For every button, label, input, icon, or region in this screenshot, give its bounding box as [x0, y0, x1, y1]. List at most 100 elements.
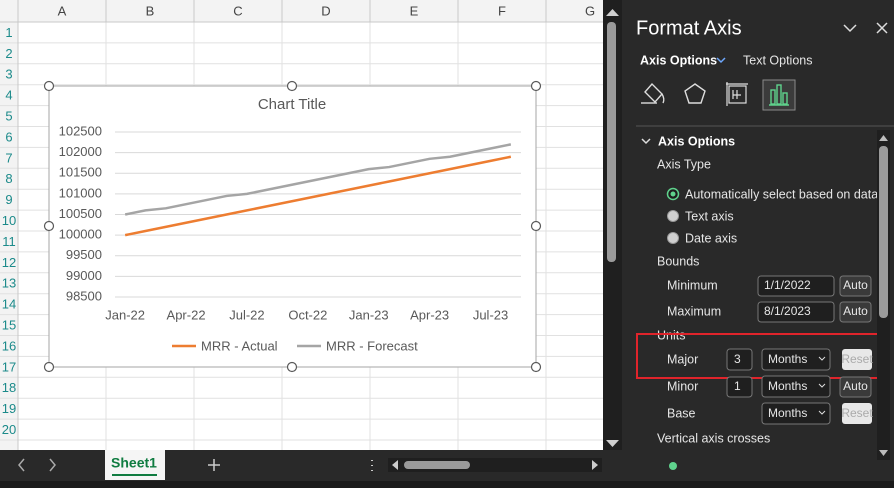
row-header[interactable]: 17: [2, 359, 16, 374]
resize-handle[interactable]: [530, 80, 542, 92]
series-line: [124, 155, 512, 237]
pane-scroll-down[interactable]: [879, 450, 888, 456]
minor-auto-button[interactable]: [839, 376, 872, 398]
radio-label[interactable]: Automatically select based on data: [685, 187, 878, 201]
row-header[interactable]: 9: [5, 192, 12, 207]
scroll-up[interactable]: [606, 9, 619, 16]
radio-label[interactable]: Date axis: [685, 231, 737, 245]
tab-dropdown[interactable]: [716, 57, 726, 64]
minimum-input[interactable]: [757, 275, 835, 297]
chart[interactable]: Chart Title 98500 99000 99500 100000 100500 10…: [43, 80, 542, 373]
maximum-input[interactable]: [757, 301, 835, 323]
minor-unit[interactable]: Months: [768, 379, 807, 393]
radio[interactable]: [667, 210, 679, 222]
minor-unit-dropdown[interactable]: [761, 375, 831, 398]
major-unit-dropdown[interactable]: [761, 348, 831, 371]
minimum-auto-button[interactable]: [839, 275, 872, 297]
effects-icon[interactable]: [684, 83, 706, 104]
sheet-tab-label[interactable]: Sheet1: [111, 455, 157, 471]
resize-handle[interactable]: [43, 361, 55, 373]
row-header[interactable]: 5: [5, 108, 12, 123]
fill-line-icon[interactable]: [641, 82, 665, 104]
resize-handle[interactable]: [530, 220, 542, 232]
axis-type-label: Axis Type: [657, 157, 711, 171]
tab-text-options[interactable]: Text Options: [743, 53, 812, 67]
section-title[interactable]: Axis Options: [658, 134, 735, 148]
row-header[interactable]: 11: [2, 234, 16, 249]
y-tick-label: 98500: [66, 288, 102, 303]
prev-sheet[interactable]: [18, 458, 25, 472]
column-header[interactable]: G: [585, 3, 595, 18]
minimum-value[interactable]: 1/1/2022: [764, 278, 811, 292]
radio-label[interactable]: Text axis: [685, 209, 734, 223]
base-unit[interactable]: Months: [768, 406, 807, 420]
y-tick-label: 102500: [59, 123, 102, 138]
row-header[interactable]: 6: [5, 129, 12, 144]
scroll-left[interactable]: [392, 460, 398, 470]
major-value[interactable]: 3: [734, 352, 741, 366]
row-header[interactable]: 14: [2, 297, 16, 312]
row-header[interactable]: 19: [2, 401, 16, 416]
h-scroll-thumb[interactable]: [404, 461, 470, 469]
column-header[interactable]: D: [321, 3, 330, 18]
radio[interactable]: [667, 232, 679, 244]
section-collapse[interactable]: [641, 138, 651, 145]
button-label[interactable]: Reset: [841, 352, 873, 366]
pane-options[interactable]: [843, 24, 857, 33]
column-header[interactable]: C: [233, 3, 242, 18]
row-header[interactable]: 2: [5, 46, 12, 61]
button-label[interactable]: Auto: [843, 304, 868, 318]
radio-partial[interactable]: [669, 462, 677, 470]
minor-value[interactable]: 1: [734, 379, 741, 393]
series-line: [124, 143, 512, 216]
base-reset-button[interactable]: [842, 403, 872, 424]
column-header[interactable]: F: [498, 3, 506, 18]
major-unit[interactable]: Months: [768, 352, 807, 366]
row-header[interactable]: 16: [2, 338, 16, 353]
major-reset-button[interactable]: [842, 349, 872, 370]
resize-handle[interactable]: [286, 361, 298, 373]
pane-scroll-up[interactable]: [879, 135, 888, 141]
pane-close[interactable]: [876, 22, 888, 34]
scroll-down[interactable]: [606, 440, 619, 447]
tab-axis-options[interactable]: Axis Options: [640, 53, 717, 67]
x-tick-label: Oct-22: [288, 307, 327, 322]
scroll-thumb[interactable]: [607, 22, 616, 262]
column-header[interactable]: E: [410, 3, 419, 18]
row-header[interactable]: 18: [2, 380, 16, 395]
maximum-value[interactable]: 8/1/2023: [764, 304, 811, 318]
size-properties-icon[interactable]: [726, 82, 748, 106]
pane-scroll-thumb[interactable]: [879, 146, 888, 318]
x-tick-label: Jul-23: [473, 307, 508, 322]
resize-handle[interactable]: [43, 220, 55, 232]
minor-input[interactable]: [726, 376, 753, 398]
resize-handle[interactable]: [530, 361, 542, 373]
row-header[interactable]: 4: [5, 88, 12, 103]
y-tick-label: 102000: [59, 144, 102, 159]
scroll-right[interactable]: [592, 460, 598, 470]
base-unit-dropdown[interactable]: [761, 402, 831, 425]
row-header[interactable]: 7: [5, 150, 12, 165]
button-label[interactable]: Auto: [843, 278, 868, 292]
row-header[interactable]: 3: [5, 67, 12, 82]
row-header[interactable]: 20: [2, 422, 16, 437]
row-header[interactable]: 10: [2, 213, 16, 228]
row-header[interactable]: 12: [2, 255, 16, 270]
column-header[interactable]: B: [146, 3, 155, 18]
row-header[interactable]: 13: [2, 276, 16, 291]
row-header[interactable]: 8: [5, 171, 12, 186]
row-header[interactable]: 1: [5, 25, 12, 40]
major-input[interactable]: [726, 348, 753, 371]
maximum-auto-button[interactable]: [839, 301, 872, 323]
resize-handle[interactable]: [286, 80, 298, 92]
dropdown-arrow: [818, 410, 826, 415]
button-label[interactable]: Auto: [843, 379, 868, 393]
chart-title[interactable]: Chart Title: [258, 96, 326, 113]
chart-frame[interactable]: [48, 85, 537, 368]
button-label[interactable]: Reset: [841, 406, 873, 420]
resize-handle[interactable]: [43, 80, 55, 92]
add-sheet[interactable]: [208, 459, 220, 471]
row-header[interactable]: 15: [2, 317, 16, 332]
next-sheet[interactable]: [49, 458, 56, 472]
column-header[interactable]: A: [58, 3, 67, 18]
